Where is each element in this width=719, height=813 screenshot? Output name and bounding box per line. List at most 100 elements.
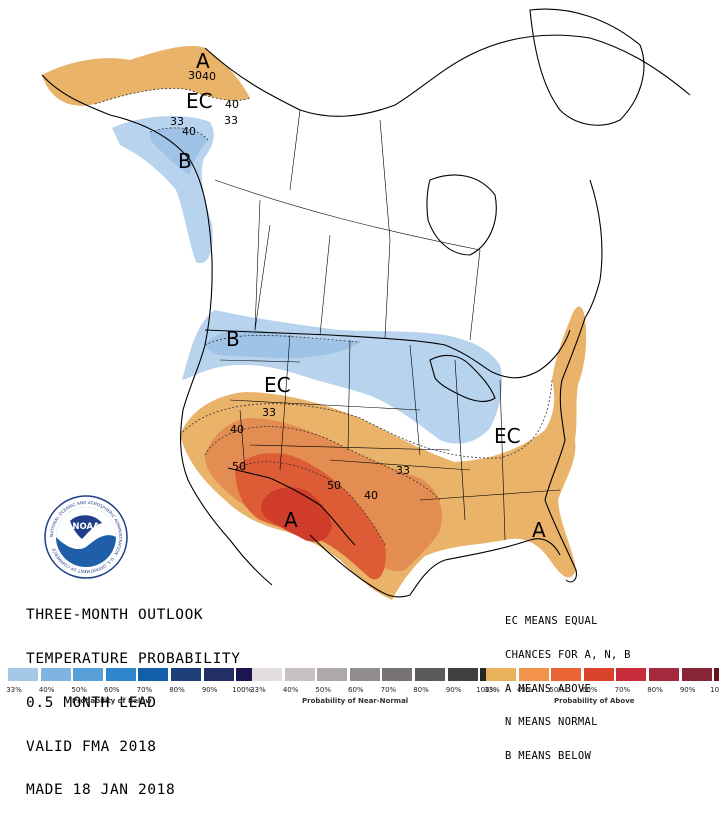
key-line: A MEANS ABOVE (505, 682, 592, 695)
state-lines (219, 224, 561, 541)
normal-swatch (349, 668, 380, 681)
below-swatch (40, 668, 71, 681)
above-color-scale (486, 668, 719, 681)
key-line: N MEANS NORMAL (505, 716, 598, 729)
normal-tick-label: 90% (445, 686, 462, 694)
above-swatch (648, 668, 679, 681)
coastline-west (41, 74, 273, 586)
east-ec-label: EC (494, 424, 521, 448)
boundaries (41, 8, 691, 598)
us-canada-border (204, 329, 571, 379)
west-ec-label: EC (264, 373, 291, 397)
above-tick-label: 90% (679, 686, 696, 694)
contour-label: 50 (327, 479, 341, 492)
below-tick-label: 60% (104, 686, 120, 694)
west-below-label: B (226, 327, 240, 351)
title-line: TEMPERATURE PROBABILITY (26, 650, 241, 667)
above-tick-label: 33% (484, 686, 500, 694)
normal-swatch (317, 668, 348, 681)
contour-label: 33 (262, 406, 276, 419)
below-tick-label: 90% (201, 686, 218, 694)
above-tick-label: 80% (647, 686, 663, 694)
normal-swatch (252, 668, 282, 681)
alaska-ec-label: EC (186, 89, 213, 113)
province-lines (214, 109, 481, 341)
coastline-east (544, 179, 603, 583)
below-tick-label: 70% (136, 686, 153, 694)
below-tick-label: 80% (169, 686, 185, 694)
contour-label: 40 (225, 98, 239, 111)
normal-swatch (414, 668, 445, 681)
normal-tick-label: 40% (282, 686, 299, 694)
contour-label: 33 (170, 115, 184, 128)
normal-swatch (284, 668, 315, 681)
noaa-logo: NOAA NATIONAL OCEANIC AND ATMOSPHERIC AD… (44, 495, 128, 579)
above-swatch (681, 668, 712, 681)
contour-lines (94, 87, 553, 546)
key-line: EC MEANS EQUAL (505, 615, 598, 628)
contour-label: 50 (232, 460, 246, 473)
contour-label: 40 (230, 423, 244, 436)
normal-tick-label: 33% (250, 686, 266, 694)
above-tick-label: 50% (549, 686, 565, 694)
key-note: EC MEANS EQUAL CHANCES FOR A, N, B A MEA… (505, 594, 631, 773)
southeast-above-label: A (532, 518, 546, 542)
contour-label: 40 (364, 489, 378, 502)
above-swatch (551, 668, 582, 681)
normal-tick-label: 60% (348, 686, 364, 694)
key-line: CHANCES FOR A, N, B (505, 649, 631, 662)
alaska-below-label: B (178, 149, 192, 173)
above-swatch (714, 668, 719, 681)
alaska-above-label: A (196, 49, 210, 73)
coastline-north (204, 34, 691, 117)
below-color-scale (8, 668, 269, 681)
normal-tick-label: 70% (380, 686, 397, 694)
title-line: 0.5 MONTH LEAD (26, 694, 157, 711)
above-swatch (518, 668, 549, 681)
title-line: THREE-MONTH OUTLOOK (26, 607, 204, 624)
below-swatch (105, 668, 136, 681)
below-swatch (8, 668, 38, 681)
hudson-bay-outline (426, 174, 497, 256)
below-caption: Probability of Below (72, 697, 152, 705)
probability-shading (42, 45, 587, 600)
great-lakes-outline (429, 354, 496, 402)
contour-label: 40 (202, 70, 216, 83)
coastline-gulf (309, 534, 561, 598)
contour-label: 33 (396, 464, 410, 477)
below-tick-label: 40% (38, 686, 55, 694)
normal-tick-label: 100% (476, 686, 497, 694)
normal-color-scale (252, 668, 513, 681)
below-swatch (203, 668, 234, 681)
southwest-above-label: A (284, 508, 298, 532)
below-tick-label: 50% (71, 686, 87, 694)
normal-swatch (382, 668, 413, 681)
above-tick-label: 40% (516, 686, 533, 694)
normal-caption: Probability of Near-Normal (302, 697, 409, 705)
key-line: B MEANS BELOW (505, 749, 592, 762)
above-swatch (486, 668, 516, 681)
map-labels: A EC B B EC EC A A 30 40 40 33 33 40 33 … (170, 49, 546, 542)
below-tick-label: 100% (232, 686, 253, 694)
below-tick-label: 33% (6, 686, 22, 694)
contour-label: 30 (188, 69, 202, 82)
above-tick-label: 100% (710, 686, 719, 694)
normal-tick-label: 80% (413, 686, 429, 694)
normal-swatch (447, 668, 478, 681)
above-swatch (616, 668, 647, 681)
outlook-map: A EC B B EC EC A A 30 40 40 33 33 40 33 … (41, 8, 691, 600)
us-mexico-border (227, 467, 356, 546)
contour-label: 33 (224, 114, 238, 127)
alaska-below-40-area (149, 127, 208, 175)
below-swatch (73, 668, 104, 681)
alaska-above-area (42, 45, 250, 106)
above-caption: Probability of Above (554, 697, 635, 705)
title-line: VALID FMA 2018 (26, 738, 157, 755)
north-below-40-area (205, 330, 360, 359)
above-swatch (583, 668, 614, 681)
below-swatch (170, 668, 201, 681)
contour-label: 40 (182, 125, 196, 138)
above-tick-label: 60% (582, 686, 598, 694)
greenland-outline (529, 8, 645, 126)
title-line: MADE 18 JAN 2018 (26, 782, 176, 799)
